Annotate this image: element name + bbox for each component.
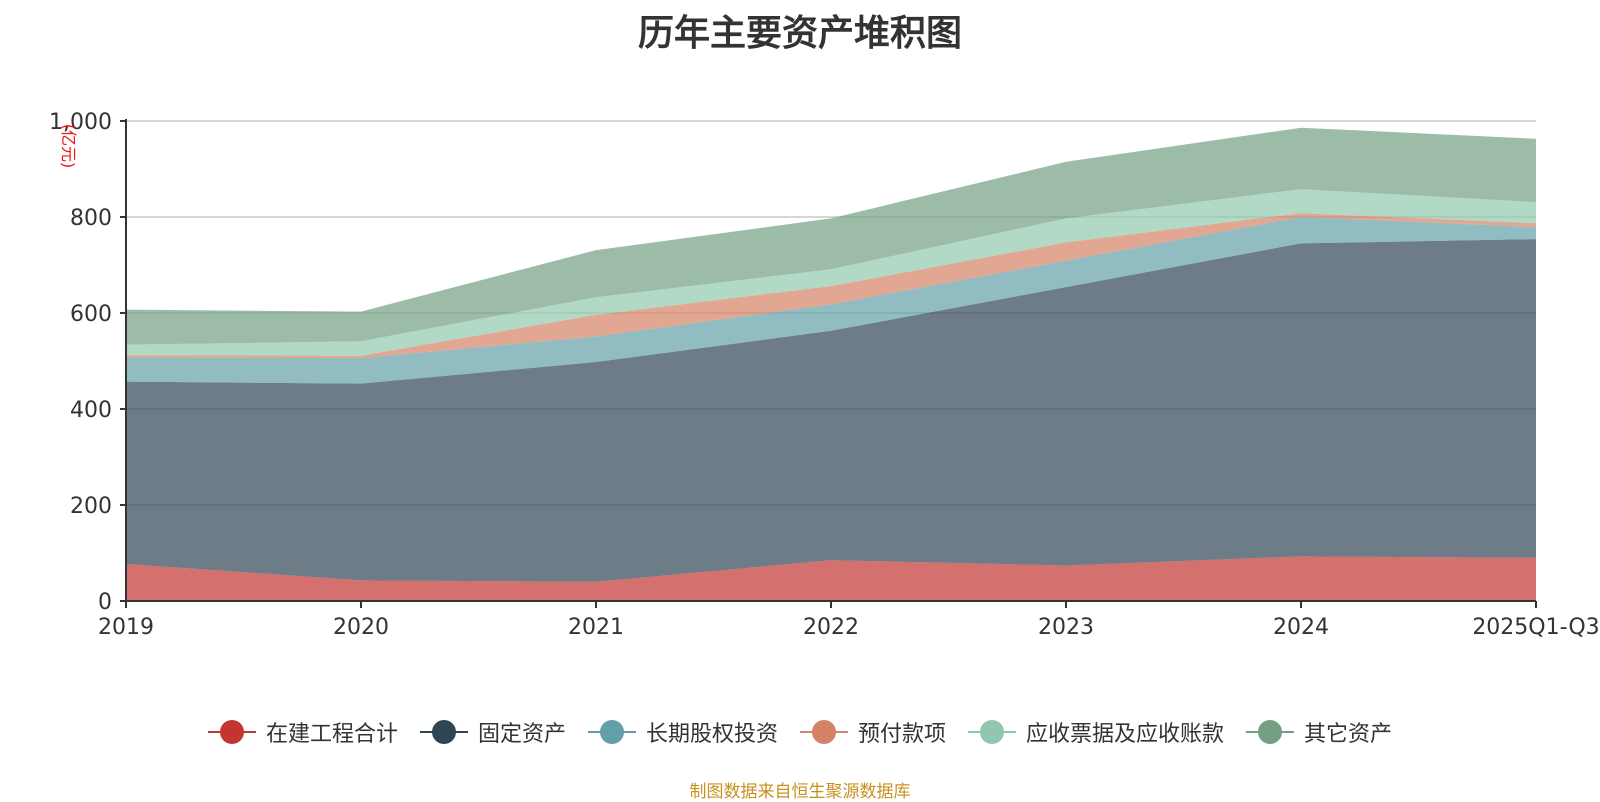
legend-marker-icon [800, 719, 848, 745]
area-series-2 [126, 217, 1536, 384]
legend-label: 应收票据及应收账款 [1026, 722, 1225, 747]
legend-item-0[interactable]: 在建工程合计 [207, 716, 398, 748]
legend-item-2[interactable]: 长期股权投资 [587, 716, 778, 748]
x-tick-label-5: 2024 [1273, 615, 1329, 640]
x-tick-label-4: 2023 [1038, 615, 1094, 640]
y-axis-unit-label: (亿元) [59, 124, 78, 169]
legend-item-5[interactable]: 其它资产 [1246, 716, 1392, 748]
legend-marker-icon [587, 719, 636, 745]
x-tick-label-2: 2021 [568, 615, 624, 640]
legend-item-3[interactable]: 预付款项 [800, 716, 946, 748]
x-tick-label-1: 2020 [333, 615, 389, 640]
y-tick-label-0: 0 [98, 590, 112, 615]
legend: 在建工程合计 固定资产 长期股权投资 预付款项 应收票据及应收账款 其它资产 [0, 716, 1600, 748]
legend-item-1[interactable]: 固定资产 [419, 716, 566, 748]
legend-label: 其它资产 [1304, 722, 1393, 747]
legend-marker-icon [1246, 719, 1295, 745]
y-tick-label-4: 800 [70, 206, 112, 231]
y-tick-label-3: 600 [70, 302, 112, 327]
y-tick-label-1: 200 [70, 494, 112, 519]
y-tick-label-2: 400 [70, 398, 112, 423]
legend-marker-icon [207, 719, 256, 745]
legend-marker-icon [968, 719, 1017, 745]
area-series-0 [126, 556, 1536, 601]
area-series-1 [126, 239, 1536, 582]
legend-label: 长期股权投资 [645, 722, 778, 747]
axes: 0 200 400 600 800 1,000 2019 2020 2021 2022 2023 20… [49, 110, 1600, 640]
y-tick-label-5: 1,000 [49, 110, 112, 135]
data-source-note: 制图数据来自恒生聚源数据库 [689, 782, 911, 802]
x-tick-label-3: 2022 [803, 615, 859, 640]
legend-label: 预付款项 [858, 722, 947, 747]
area-series-5 [126, 127, 1536, 345]
legend-label: 固定资产 [477, 722, 566, 747]
legend-label: 在建工程合计 [265, 722, 398, 747]
x-tick-label-6: 2025Q1-Q3 [1472, 615, 1599, 640]
legend-item-4[interactable]: 应收票据及应收账款 [968, 716, 1224, 748]
chart-title: 历年主要资产堆积图 [637, 13, 962, 54]
area-series-group [126, 127, 1536, 601]
area-series-4 [126, 189, 1536, 356]
x-tick-label-0: 2019 [98, 615, 154, 640]
legend-marker-icon [419, 719, 468, 745]
